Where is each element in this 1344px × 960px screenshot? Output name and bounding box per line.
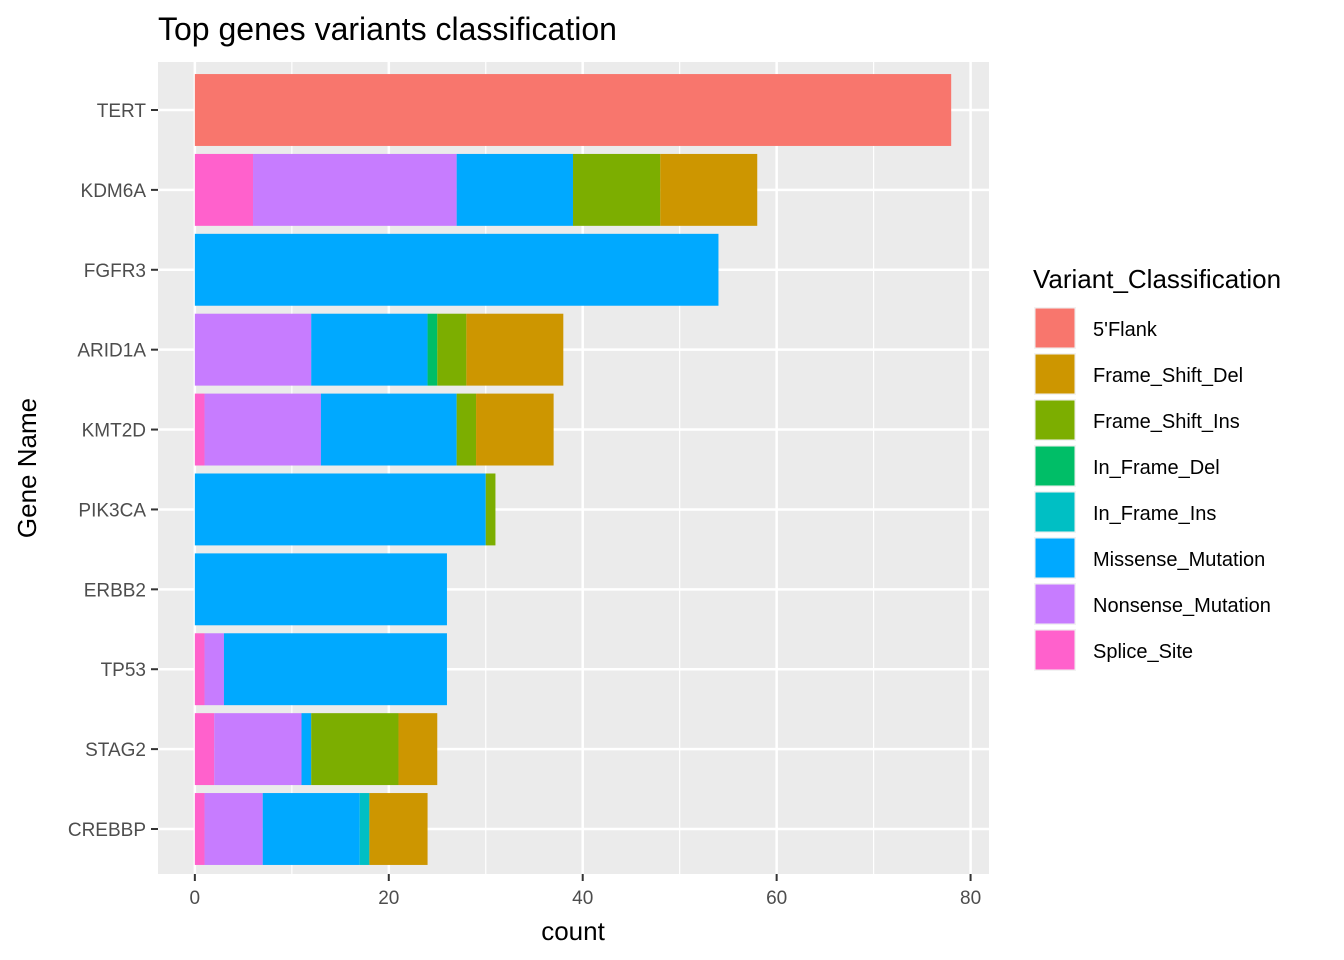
bar-segment [427,313,438,386]
x-tick-label: 20 [378,888,399,909]
bar-segment [398,713,438,786]
bar-segment [194,313,312,386]
bar-segment [194,553,447,626]
bar-segment [311,713,399,786]
y-axis-title: Gene Name [12,398,42,538]
bar-segment [214,713,302,786]
bar-segment [456,393,477,466]
chart-title: Top genes variants classification [158,11,617,47]
y-tick-label: PIK3CA [78,500,146,521]
legend-label: Frame_Shift_Del [1093,365,1243,387]
bar-segment [573,153,661,226]
bar-segment [437,313,467,386]
legend-key-swatch [1035,492,1075,532]
legend-key-swatch [1035,538,1075,578]
legend-label: Frame_Shift_Ins [1093,411,1240,433]
bar-segment [204,793,263,865]
bar-segment [466,313,564,386]
bars [194,74,952,865]
bar-segment [194,393,205,466]
y-tick-label: STAG2 [85,740,146,761]
y-tick-label: FGFR3 [84,261,146,282]
bar-segment [253,153,457,226]
bar-segment [194,233,719,306]
x-tick-label: 0 [190,888,201,909]
bar-segment [204,633,224,706]
legend-key-swatch [1035,446,1075,486]
legend-label: Nonsense_Mutation [1093,595,1271,617]
y-tick-label: ARID1A [77,341,146,362]
bar-segment [194,793,205,865]
legend-key-swatch [1035,630,1075,670]
bar-segment [223,633,447,706]
legend-key-swatch [1035,584,1075,624]
bar-segment [204,393,321,466]
bar-segment [262,793,360,865]
legend-label: Missense_Mutation [1093,549,1265,571]
bar-segment [301,713,312,786]
bar-segment [194,473,486,546]
bar-segment [311,313,428,386]
bar-segment [369,793,428,865]
bar-segment [476,393,554,466]
y-tick-label: ERBB2 [84,580,146,601]
legend-label: In_Frame_Del [1093,457,1220,479]
legend-title: Variant_Classification [1033,264,1281,294]
bar-segment [194,74,952,146]
y-axis: TERT KDM6A FGFR3 ARID1A KMT2D PIK3CA ERBB2 TP53… [68,101,158,841]
legend-label: In_Frame_Ins [1093,503,1216,525]
x-axis: 0 20 40 60 80 [190,874,981,909]
y-tick-label: CREBBP [68,820,146,841]
bar-segment [320,393,457,466]
legend-key-swatch [1035,400,1075,440]
legend-label: Splice_Site [1093,641,1193,663]
bar-segment [194,713,215,786]
bar-segment [456,153,574,226]
x-tick-label: 80 [960,888,981,909]
bar-segment [359,793,370,865]
legend-key-swatch [1035,354,1075,394]
y-tick-label: TP53 [101,660,146,681]
bar-segment [194,153,254,226]
legend-label: 5'Flank [1093,319,1158,341]
x-axis-title: count [541,916,605,946]
x-tick-label: 40 [572,888,593,909]
legend-key-swatch [1035,308,1075,348]
y-tick-label: KMT2D [82,421,146,442]
legend: Variant_Classification 5'Flank Frame_Shif… [1033,264,1281,671]
bar-segment [660,153,758,226]
bar-segment [485,473,496,546]
bar-segment [194,633,205,706]
x-tick-label: 60 [766,888,787,909]
y-tick-label: TERT [97,101,147,122]
y-tick-label: KDM6A [81,181,147,202]
